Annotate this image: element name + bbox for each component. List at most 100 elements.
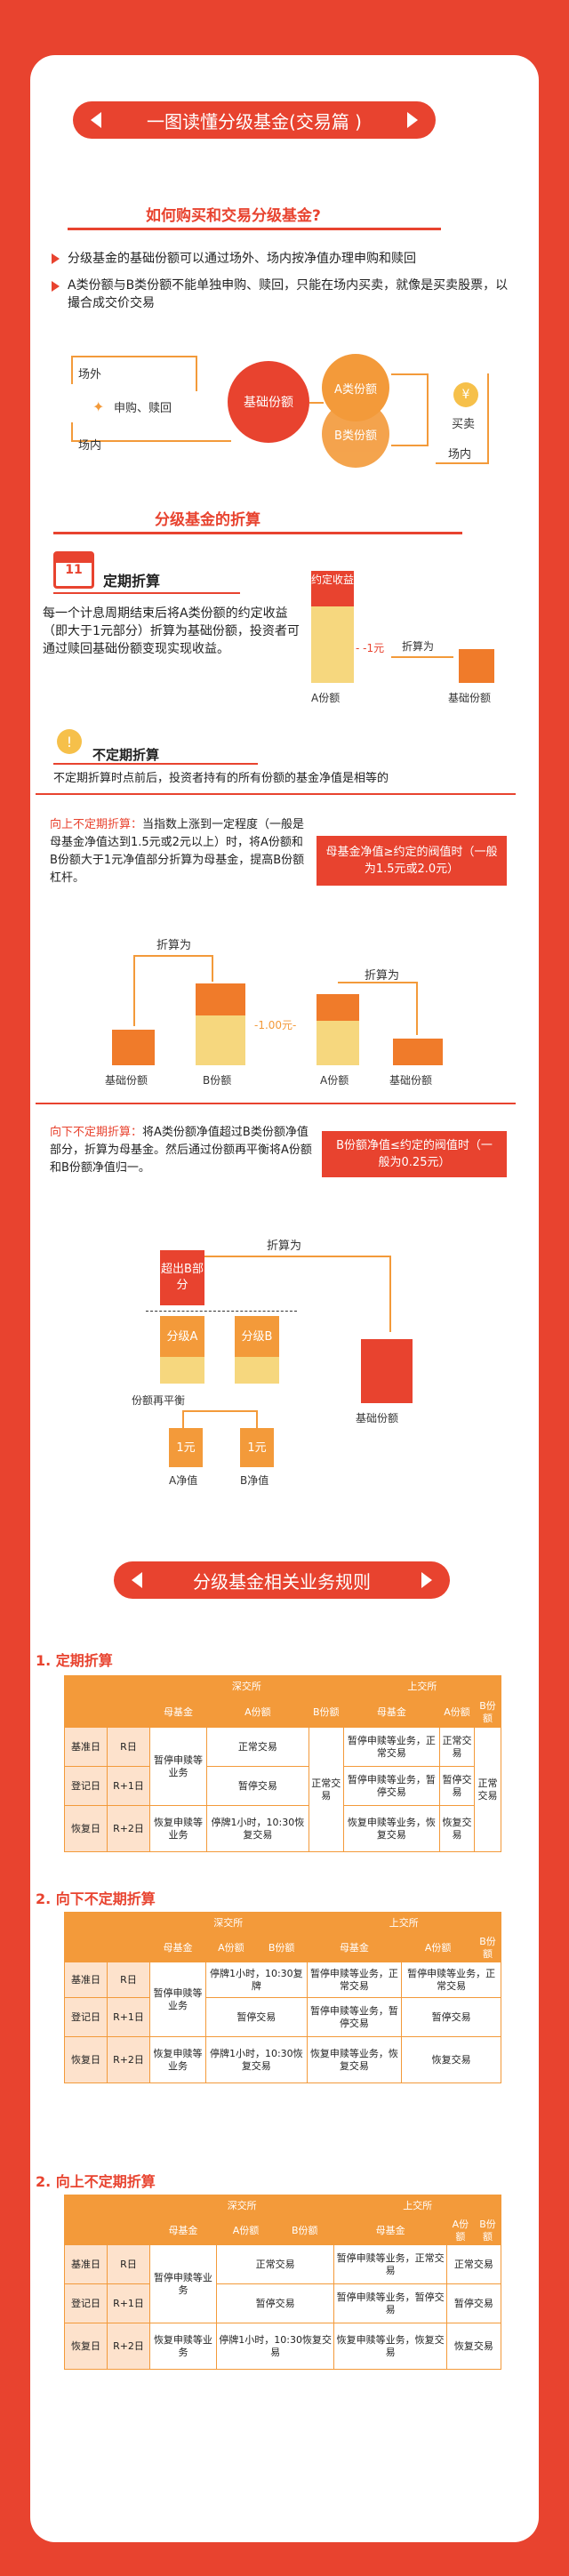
up-b-label: B份额 xyxy=(203,1074,232,1087)
cell: 暂停交易 xyxy=(205,1766,309,1806)
divider xyxy=(53,592,240,594)
cell: 恢复申赎等业务，恢复交易 xyxy=(333,2323,447,2370)
arrow-line xyxy=(416,982,418,1035)
th: 母基金 xyxy=(149,2216,217,2245)
table-row: 恢复日 R+2日 恢复申赎等业务 停牌1小时，10:30恢复交易 恢复申赎等业务，恢复交… xyxy=(64,2036,501,2083)
cell: 基准日 xyxy=(64,1962,108,1998)
arrow-line xyxy=(133,955,135,1026)
bullet-text-2: A类份额与B类份额不能单独申购、赎回，只能在场内买卖，就像是买卖股票，以撮合成交… xyxy=(68,278,509,310)
cell: 暂停申赎等业务，暂停交易 xyxy=(342,1766,440,1806)
page-title: 一图读懂分级基金(交易篇 ) xyxy=(147,110,362,132)
arrow-right-icon xyxy=(421,1572,432,1588)
th: B份额 xyxy=(474,1933,501,1962)
lightbulb-icon: ! xyxy=(57,729,82,754)
cell: R日 xyxy=(107,2244,150,2284)
cell: 恢复日 xyxy=(64,1805,108,1852)
th: A份额 xyxy=(205,1697,309,1728)
rebalance-label: 份额再平衡 xyxy=(132,1394,186,1407)
cell: 正常交易 xyxy=(438,1727,476,1767)
cell: 暂停申赎等业务 xyxy=(149,1727,207,1806)
section-underline xyxy=(53,532,462,534)
th: A份额 xyxy=(438,1697,476,1728)
cell: 恢复交易 xyxy=(445,2323,502,2370)
up-base-label-2: 基础份额 xyxy=(389,1074,433,1087)
b-nav-block: 1元 xyxy=(240,1428,274,1467)
cell: 恢复申赎等业务，恢复交易 xyxy=(342,1805,440,1852)
arrow-right-icon xyxy=(407,112,418,128)
connector xyxy=(391,373,427,375)
th: B份额 xyxy=(275,2216,335,2245)
table-row: 登记日 R+1日 暂停交易 暂停申赎等业务，暂停交易 暂停交易 xyxy=(64,2283,502,2323)
cell: 恢复申赎等业务 xyxy=(149,2323,217,2370)
connector xyxy=(196,356,197,391)
a-nav-block: 1元 xyxy=(169,1428,203,1467)
cell: R日 xyxy=(107,1727,150,1767)
cell: 暂停申赎等业务，正常交易 xyxy=(306,1962,403,1998)
inside-label-2: 场内 xyxy=(448,448,472,461)
th: 母基金 xyxy=(306,1933,403,1962)
arrow-line xyxy=(182,1410,257,1412)
cell: 暂停交易 xyxy=(215,2283,335,2323)
connector xyxy=(71,440,231,442)
b-nav-label: B净值 xyxy=(240,1474,269,1487)
base-share-label: 基础份额 xyxy=(448,692,492,704)
up-desc: 当指数上涨到一定程度（一般是母基金净值达到1.5元或2元以上）时，将A份额和B份… xyxy=(50,818,305,885)
cell: 暂停申赎等业务，正常交易 xyxy=(333,2244,447,2284)
rules-table-3: 深交所 上交所 母基金 A份额 B份额 母基金 A份额 B份额 基准日 R日 暂停申赎等业务 正常… xyxy=(64,2195,502,2370)
calendar-icon: 11 xyxy=(53,551,94,589)
content-card xyxy=(30,55,539,2542)
th: A份额 xyxy=(401,1933,475,1962)
cell: 暂停申赎等业务 xyxy=(148,1962,207,2037)
a-share-block xyxy=(311,606,354,683)
section-title-conversion: 分级基金的折算 xyxy=(155,511,260,529)
table-title-3: 2. 向上不定期折算 xyxy=(36,2173,156,2190)
connector xyxy=(71,357,73,384)
connector xyxy=(487,373,489,462)
up-b-bottom-block xyxy=(196,1015,245,1065)
divider xyxy=(53,763,258,765)
arrow-line xyxy=(256,1410,258,1428)
bullet-text-1: 分级基金的基础份额可以通过场外、场内按净值办理申购和赎回 xyxy=(68,252,416,266)
up-dash-label: -1.00元- xyxy=(254,1019,297,1031)
down-base-block xyxy=(361,1339,413,1403)
th: B份额 xyxy=(255,1933,308,1962)
table-title-2: 2. 向下不定期折算 xyxy=(36,1890,156,1907)
table-row: 基准日 R日 暂停申赎等业务 停牌1小时，10:30复牌 暂停申赎等业务，正常交易 暂停申… xyxy=(64,1962,501,2037)
table-row: 基准日 R日 暂停申赎等业务 正常交易 正常交易 暂停申赎等业务，正常交易 正常交易 正常交易 xyxy=(64,1727,501,1852)
cell: 停牌1小时，10:30复牌 xyxy=(205,1962,308,1998)
down-convert-label: 折算为 xyxy=(267,1240,302,1253)
section-title-buy: 如何购买和交易分级基金? xyxy=(146,207,321,225)
cell: R+1日 xyxy=(107,1997,150,2037)
a-share-label: A份额 xyxy=(311,692,341,704)
cell: 恢复交易 xyxy=(438,1805,476,1852)
money-bag-icon: ¥ xyxy=(453,382,478,407)
periodic-desc: 每一个计息周期结束后将A类份额的约定收益（即大于1元部分）折算为基础份额，投资者… xyxy=(43,606,300,656)
cell: 暂停申赎等业务 xyxy=(149,2244,217,2323)
arrow-line xyxy=(338,982,418,983)
bullet-icon xyxy=(52,281,60,292)
bullet-icon xyxy=(52,253,60,264)
table-row: 基准日 R日 暂停申赎等业务 正常交易 暂停申赎等业务，正常交易 正常交易 xyxy=(64,2244,502,2323)
subscribe-label: 申购、赎回 xyxy=(114,402,172,415)
cell: 恢复日 xyxy=(64,2323,108,2370)
grade-a-lower xyxy=(160,1357,204,1384)
cell: R+2日 xyxy=(107,2036,150,2083)
cell: 基准日 xyxy=(64,1727,108,1767)
arrow-line xyxy=(389,1256,391,1332)
cell: R+2日 xyxy=(107,1805,150,1852)
cell: 暂停申赎等业务，暂停交易 xyxy=(333,2283,447,2323)
dashed-line xyxy=(146,1311,297,1312)
up-convert-label-1: 折算为 xyxy=(156,939,192,952)
th-shenzhen: 深交所 xyxy=(149,1912,308,1934)
cell: 暂停交易 xyxy=(445,2283,502,2323)
down-lead: 向下不定期折算： xyxy=(50,1126,143,1139)
cell: 停牌1小时，10:30恢复交易 xyxy=(215,2323,335,2370)
up-condition-box: 母基金净值≥约定的阀值时（一般为1.5元或2.0元） xyxy=(317,836,507,886)
th-shanghai: 上交所 xyxy=(342,1675,502,1697)
cell: 恢复申赎等业务 xyxy=(148,2036,207,2083)
up-convert-label-2: 折算为 xyxy=(365,969,400,983)
cell: 暂停申赎等业务，正常交易 xyxy=(401,1962,501,1998)
th-shanghai: 上交所 xyxy=(306,1912,502,1934)
up-base-block-2 xyxy=(393,1039,443,1065)
minus-one-label: - -1元 xyxy=(356,642,385,654)
